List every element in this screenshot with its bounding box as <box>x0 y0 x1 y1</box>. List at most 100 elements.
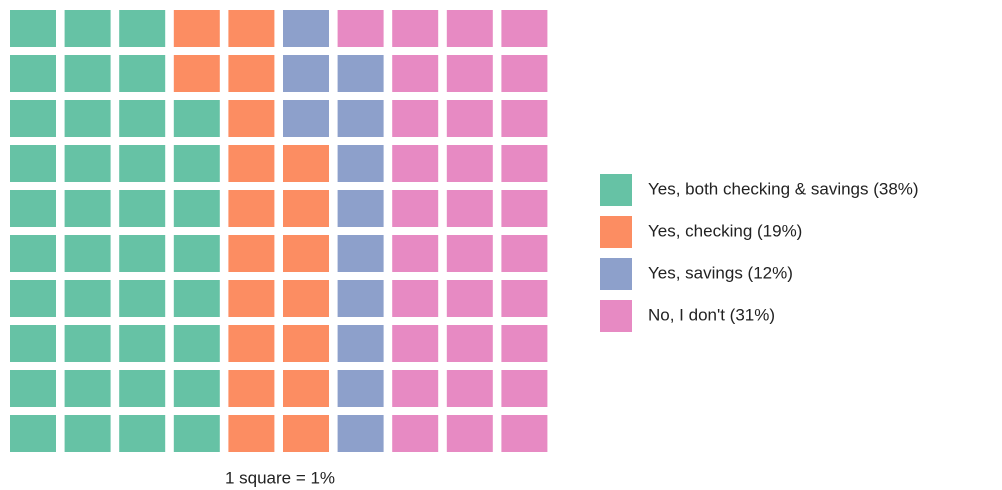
waffle-square <box>446 325 493 362</box>
waffle-square <box>173 325 220 362</box>
waffle-square <box>501 325 548 362</box>
waffle-square <box>64 235 111 272</box>
waffle-square <box>64 145 111 182</box>
waffle-square <box>337 145 384 182</box>
waffle-square <box>337 190 384 227</box>
waffle-square <box>446 190 493 227</box>
waffle-square <box>10 235 56 272</box>
legend-label: Yes, both checking & savings (38%) <box>648 179 919 198</box>
waffle-square <box>392 370 439 407</box>
waffle-square <box>392 55 439 92</box>
waffle-square <box>283 370 329 407</box>
waffle-square <box>64 325 111 362</box>
waffle-square <box>501 415 548 452</box>
waffle-square <box>228 145 275 182</box>
waffle-square <box>337 325 384 362</box>
waffle-square <box>119 235 166 272</box>
caption: 1 square = 1% <box>225 468 335 487</box>
waffle-square <box>228 235 275 272</box>
waffle-square <box>10 415 56 452</box>
waffle-square <box>283 100 329 137</box>
waffle-square <box>119 325 166 362</box>
waffle-square <box>283 280 329 317</box>
waffle-square <box>173 370 220 407</box>
waffle-square <box>228 280 275 317</box>
waffle-square <box>337 415 384 452</box>
waffle-square <box>119 415 166 452</box>
waffle-square <box>119 55 166 92</box>
waffle-square <box>392 145 439 182</box>
waffle-square <box>64 415 111 452</box>
waffle-square <box>392 235 439 272</box>
waffle-square <box>446 100 493 137</box>
waffle-square <box>10 280 56 317</box>
waffle-square <box>228 370 275 407</box>
waffle-square <box>64 190 111 227</box>
waffle-square <box>119 10 166 47</box>
waffle-square <box>392 415 439 452</box>
waffle-square <box>337 10 384 47</box>
waffle-square <box>283 190 329 227</box>
waffle-square <box>119 280 166 317</box>
legend-swatch <box>600 258 632 290</box>
waffle-square <box>446 280 493 317</box>
waffle-square <box>283 145 329 182</box>
waffle-square <box>283 10 329 47</box>
waffle-square <box>283 55 329 92</box>
waffle-square <box>392 190 439 227</box>
waffle-square <box>173 10 220 47</box>
waffle-square <box>64 55 111 92</box>
waffle-square <box>64 10 111 47</box>
waffle-square <box>10 10 56 47</box>
waffle-square <box>446 145 493 182</box>
waffle-square <box>10 325 56 362</box>
waffle-square <box>392 100 439 137</box>
waffle-square <box>337 100 384 137</box>
waffle-square <box>501 235 548 272</box>
waffle-square <box>119 190 166 227</box>
waffle-square <box>10 370 56 407</box>
waffle-square <box>173 145 220 182</box>
waffle-square <box>228 10 275 47</box>
waffle-square <box>173 190 220 227</box>
waffle-square <box>173 100 220 137</box>
waffle-square <box>10 145 56 182</box>
waffle-square <box>10 190 56 227</box>
waffle-square <box>64 100 111 137</box>
waffle-square <box>446 415 493 452</box>
waffle-square <box>501 55 548 92</box>
legend-label: Yes, savings (12%) <box>648 263 793 282</box>
waffle-square <box>337 55 384 92</box>
legend-swatch <box>600 300 632 332</box>
waffle-square <box>119 100 166 137</box>
waffle-square <box>173 55 220 92</box>
waffle-square <box>173 235 220 272</box>
legend-swatch <box>600 174 632 206</box>
waffle-square <box>392 10 439 47</box>
waffle-square <box>501 370 548 407</box>
waffle-square <box>337 370 384 407</box>
waffle-square <box>228 55 275 92</box>
waffle-square <box>392 325 439 362</box>
waffle-square <box>283 415 329 452</box>
waffle-square <box>119 145 166 182</box>
waffle-square <box>10 100 56 137</box>
waffle-square <box>228 100 275 137</box>
waffle-square <box>392 280 439 317</box>
waffle-square <box>228 415 275 452</box>
waffle-square <box>501 10 548 47</box>
waffle-square <box>446 55 493 92</box>
waffle-square <box>173 280 220 317</box>
legend-label: No, I don't (31%) <box>648 305 775 324</box>
waffle-square <box>283 235 329 272</box>
waffle-square <box>173 415 220 452</box>
waffle-square <box>337 235 384 272</box>
waffle-square <box>119 370 166 407</box>
waffle-square <box>10 55 56 92</box>
legend-swatch <box>600 216 632 248</box>
waffle-square <box>501 100 548 137</box>
waffle-square <box>283 325 329 362</box>
waffle-square <box>337 280 384 317</box>
waffle-square <box>228 190 275 227</box>
